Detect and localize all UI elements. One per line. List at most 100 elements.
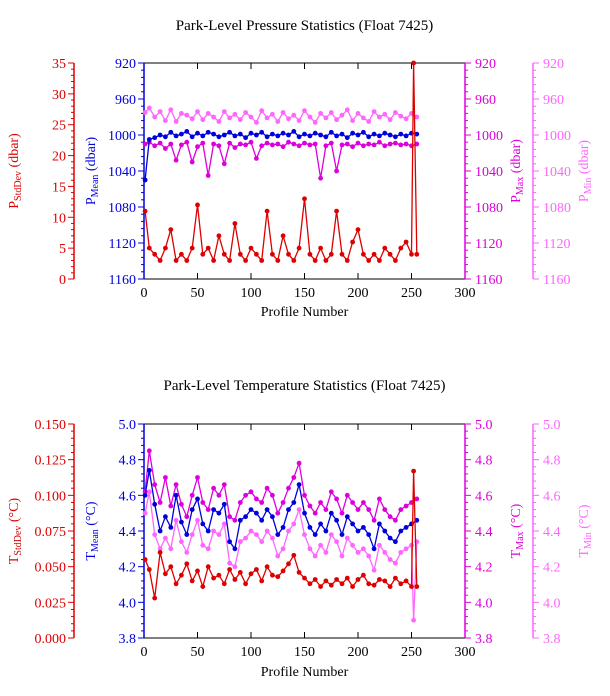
data-point-mean <box>237 517 243 523</box>
data-point-min <box>184 550 190 555</box>
data-point-mean <box>328 129 334 135</box>
data-point-max <box>334 168 339 174</box>
data-point-mean <box>142 492 148 498</box>
data-point-max <box>168 141 174 147</box>
data-point-mean <box>216 134 222 140</box>
series-line-min <box>144 106 418 124</box>
y-tick-label-mean: 4.4 <box>119 525 137 540</box>
data-point-mean <box>152 501 158 507</box>
y-tick-label-min: 1120 <box>543 237 570 252</box>
data-point-stddev <box>411 468 416 474</box>
data-point-min <box>270 535 275 541</box>
y-tick-label-max: 5.0 <box>475 418 493 433</box>
data-point-min <box>270 111 275 117</box>
data-point-max <box>221 161 227 167</box>
data-point-max <box>168 503 174 509</box>
y-axis-label-main: P <box>509 195 524 203</box>
data-point-mean <box>377 521 382 527</box>
data-point-mean <box>371 546 377 552</box>
data-point-max <box>302 492 307 498</box>
data-point-max <box>270 142 275 148</box>
data-point-stddev <box>211 575 217 581</box>
data-point-min <box>200 117 206 123</box>
y-axis-label-sub: Mean <box>90 529 101 552</box>
data-point-min <box>237 539 243 545</box>
data-point-mean <box>371 131 377 137</box>
data-point-stddev <box>152 595 158 601</box>
data-point-max <box>280 144 286 150</box>
y-tick-label-stddev: 0.125 <box>35 454 67 469</box>
data-point-max <box>377 139 382 145</box>
data-point-max <box>403 503 409 509</box>
data-point-max <box>296 460 302 466</box>
y-tick-label-max: 4.6 <box>475 489 493 504</box>
data-point-mean <box>339 131 345 137</box>
data-point-stddev <box>361 572 366 578</box>
data-point-mean <box>227 539 233 545</box>
data-point-max <box>361 143 366 149</box>
data-point-mean <box>318 521 323 527</box>
data-point-stddev <box>189 245 195 251</box>
y-tick-label-max: 4.4 <box>475 525 493 540</box>
y-tick-label-min: 1000 <box>543 129 571 144</box>
data-point-max <box>414 496 420 502</box>
data-point-stddev <box>232 577 238 582</box>
data-point-max <box>205 507 211 512</box>
data-point-min <box>382 111 388 117</box>
data-point-max <box>264 140 270 146</box>
data-point-stddev <box>168 564 174 570</box>
data-point-min <box>216 119 222 124</box>
data-point-mean <box>200 133 206 139</box>
data-point-stddev <box>157 550 163 555</box>
data-point-stddev <box>344 258 350 263</box>
y-tick-label-stddev: 0.000 <box>35 632 67 647</box>
data-point-stddev <box>302 575 307 581</box>
data-point-mean <box>173 133 179 139</box>
data-point-min <box>409 542 414 548</box>
y-tick-label-min: 5.0 <box>543 418 561 433</box>
x-tick-label: 0 <box>141 645 148 660</box>
data-point-min <box>377 542 382 548</box>
data-point-stddev <box>157 258 163 263</box>
data-point-min <box>173 119 179 124</box>
y-tick-label-mean: 960 <box>115 93 136 108</box>
data-point-max <box>259 143 265 149</box>
data-point-min <box>232 564 238 570</box>
data-point-min <box>142 110 148 115</box>
data-point-mean <box>403 133 409 139</box>
y-tick-label-max: 4.0 <box>475 596 493 611</box>
data-point-stddev <box>142 208 148 214</box>
data-point-stddev <box>307 581 313 587</box>
data-point-mean <box>334 517 339 523</box>
data-point-mean <box>168 525 174 530</box>
data-point-mean <box>184 129 190 134</box>
data-point-mean <box>243 135 249 141</box>
data-point-mean <box>403 525 409 530</box>
data-point-stddev <box>296 570 302 575</box>
data-point-stddev <box>361 251 366 257</box>
data-point-stddev <box>302 196 307 202</box>
data-point-stddev <box>221 251 227 257</box>
data-point-min <box>275 119 281 124</box>
data-point-max <box>398 142 404 148</box>
y-tick-label-max: 960 <box>475 93 496 108</box>
data-point-min <box>264 528 270 534</box>
data-point-max <box>195 475 200 480</box>
data-point-mean <box>163 514 168 520</box>
data-point-min <box>318 542 323 548</box>
x-tick-label: 250 <box>401 645 422 660</box>
y-tick-label-mean: 1000 <box>108 129 136 144</box>
data-point-min <box>179 111 184 116</box>
series-line-stddev <box>144 62 418 263</box>
x-axis-label: Profile Number <box>261 305 349 320</box>
y-axis-mean: 3.8 4.0 4.2 4.4 4.6 4.8 5.0 TMean (°C) <box>84 418 145 647</box>
data-point-min <box>403 546 409 552</box>
data-point-mean <box>291 129 297 134</box>
data-point-max <box>211 141 217 147</box>
series-line-mean <box>144 130 417 181</box>
data-point-min <box>259 108 265 114</box>
data-point-stddev <box>328 582 334 588</box>
y-tick-label-stddev: 15 <box>52 180 66 195</box>
y-axis-label-unit: (dbar) <box>84 137 99 175</box>
data-point-min <box>291 521 297 527</box>
